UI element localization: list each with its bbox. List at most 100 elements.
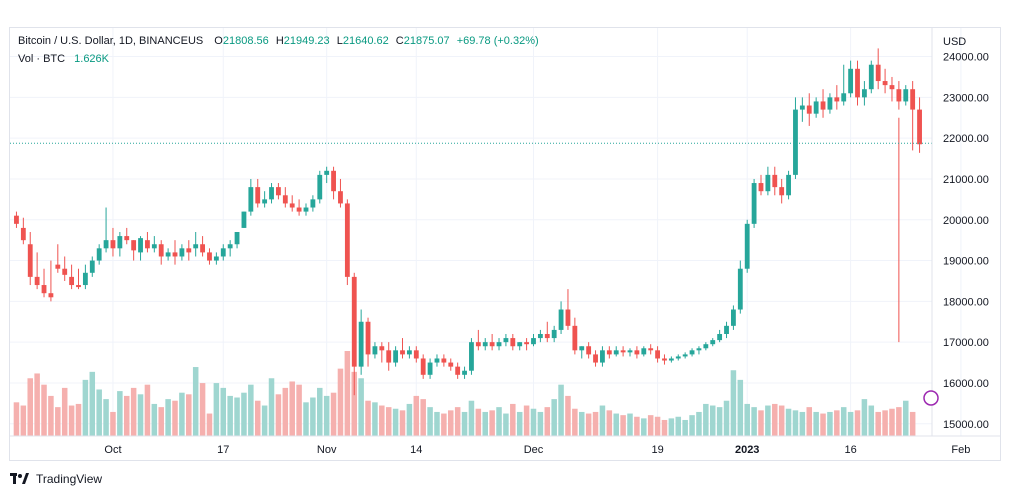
y-tick-label: 21000.00 xyxy=(943,174,989,186)
volume-bar xyxy=(634,416,640,436)
volume-bar xyxy=(282,387,289,436)
candle-body xyxy=(55,264,61,269)
volume-bar xyxy=(372,402,378,436)
volume-bar xyxy=(399,410,406,436)
volume-bar xyxy=(772,403,778,436)
candle-body xyxy=(758,183,764,192)
volume-bar xyxy=(647,415,654,436)
volume-bar xyxy=(48,395,54,436)
volume-bar xyxy=(475,408,482,436)
candle-body xyxy=(765,174,771,192)
volume-bar xyxy=(544,407,551,436)
candle-body xyxy=(200,244,205,253)
candle-body xyxy=(841,93,847,102)
volume-bar xyxy=(468,400,475,436)
candle-body xyxy=(448,362,454,367)
candle-body xyxy=(207,252,212,261)
candle-body xyxy=(234,232,240,245)
volume-bar xyxy=(689,415,695,436)
close-label: C xyxy=(395,35,404,47)
candle-body xyxy=(848,68,854,94)
candle-body xyxy=(531,338,536,345)
event-marker-icon[interactable] xyxy=(923,390,939,406)
candle-body xyxy=(751,183,757,224)
volume-bar xyxy=(661,419,668,436)
candle-body xyxy=(544,334,550,339)
candle-body xyxy=(241,211,247,228)
tradingview-branding[interactable]: TradingView xyxy=(10,472,102,486)
candle-body xyxy=(331,170,336,192)
volume-bar xyxy=(530,408,537,436)
volume-bar xyxy=(27,378,33,436)
candle-body xyxy=(303,207,309,212)
candle-body xyxy=(579,346,585,351)
volume-bar xyxy=(785,408,792,436)
high-label: H xyxy=(275,35,284,47)
y-tick-label: 24000.00 xyxy=(943,52,989,64)
candle-body xyxy=(103,240,109,249)
volume-bar xyxy=(847,411,854,436)
low-value: 21640.62 xyxy=(342,35,389,47)
volume-bar xyxy=(654,416,661,436)
candle-body xyxy=(834,97,840,102)
volume-bar xyxy=(365,400,371,436)
candle-body xyxy=(799,105,805,110)
candle-body xyxy=(124,236,130,241)
candle-body xyxy=(179,248,185,257)
volume-bar xyxy=(330,392,337,436)
volume-bar xyxy=(668,418,675,436)
candle-body xyxy=(662,358,667,361)
candle-body xyxy=(172,252,178,257)
low-label: L xyxy=(336,35,343,47)
volume-bar xyxy=(620,415,626,436)
candle-body xyxy=(489,342,495,347)
candle-body xyxy=(324,170,330,175)
close-value: 21875.07 xyxy=(403,35,450,47)
volume-bar xyxy=(248,384,254,436)
volume-bar xyxy=(827,411,833,436)
volume-bar xyxy=(117,391,123,436)
volume-bar xyxy=(765,405,771,436)
volume-bar xyxy=(344,351,351,436)
x-tick-label: Feb xyxy=(951,444,970,456)
candle-body xyxy=(717,334,723,341)
candle-body xyxy=(813,101,819,114)
volume-bar xyxy=(179,392,185,436)
candle-body xyxy=(255,187,261,204)
volume-bar xyxy=(158,407,164,436)
high-value: 21949.23 xyxy=(283,35,330,47)
volume-bar xyxy=(627,413,633,436)
volume-bar xyxy=(289,381,295,436)
candle-body xyxy=(379,346,385,351)
volume-bar xyxy=(461,411,468,436)
volume-bar xyxy=(261,405,268,436)
y-tick-label: 15000.00 xyxy=(943,419,989,431)
volume-bar xyxy=(716,407,723,436)
candle-body xyxy=(393,350,399,363)
volume-bar xyxy=(103,399,109,436)
volume-bar xyxy=(34,373,40,436)
tradingview-brand-text: TradingView xyxy=(36,472,103,486)
candle-body xyxy=(655,350,660,359)
volume-bar xyxy=(799,411,806,436)
volume-bar xyxy=(903,400,909,436)
volume-bar xyxy=(606,410,613,436)
volume-bar xyxy=(303,402,309,436)
volume-bar xyxy=(323,395,330,436)
candle-body xyxy=(434,358,440,363)
volume-bar xyxy=(820,413,826,436)
candle-body xyxy=(145,240,150,249)
candle-body xyxy=(386,350,392,363)
volume-bar xyxy=(703,403,709,436)
y-tick-label: 18000.00 xyxy=(943,296,989,308)
candle-body xyxy=(737,268,743,310)
candle-body xyxy=(48,293,54,298)
candle-body xyxy=(565,309,571,326)
volume-bar xyxy=(55,407,61,436)
candle-body xyxy=(537,334,543,339)
volume-bar xyxy=(151,403,158,436)
y-tick-label: 17000.00 xyxy=(943,337,989,349)
volume-bar xyxy=(806,407,813,436)
volume-bar xyxy=(696,411,702,436)
